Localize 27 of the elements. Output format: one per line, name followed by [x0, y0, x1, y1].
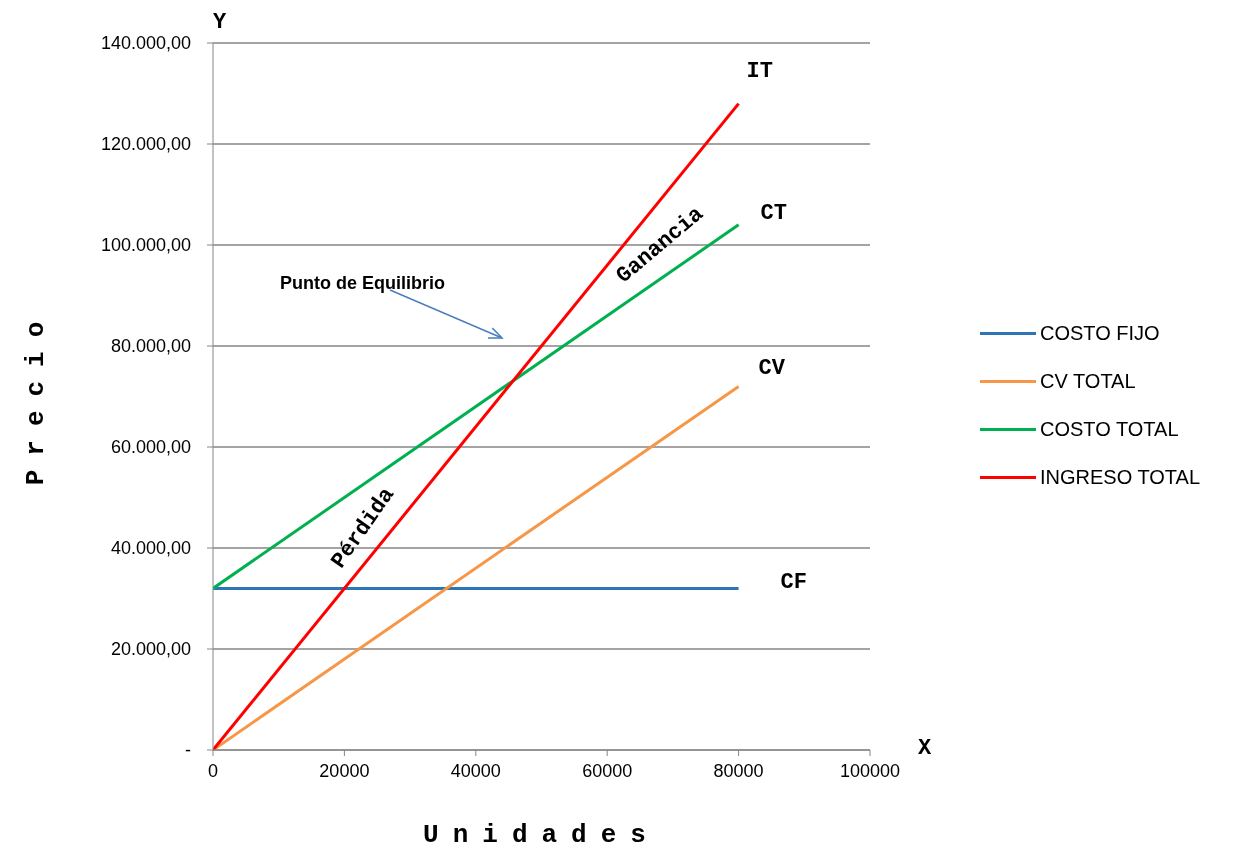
x-tick-label: 100000	[839, 760, 901, 781]
legend-label: COSTO FIJO	[1040, 321, 1160, 345]
legend-label: COSTO TOTAL	[1040, 417, 1179, 441]
y-tick-label: 20.000,00	[110, 639, 191, 660]
y-tick-label: 120.000,00	[100, 134, 191, 155]
x-axis-title: Unidades	[423, 820, 660, 850]
annotation: IT	[746, 59, 774, 85]
y-tick-label: 60.000,00	[110, 437, 191, 458]
x-tick-label: 80000	[713, 760, 764, 781]
y-tick-label: 140.000,00	[100, 33, 191, 54]
y-tick-label: 40.000,00	[110, 538, 191, 559]
text: X	[918, 735, 932, 761]
annotation: CV	[758, 356, 786, 382]
annotation: CT	[760, 200, 788, 226]
x-tick-label: 0	[207, 760, 219, 781]
annotation: Punto de Equilibrio	[280, 272, 445, 293]
y-axis-title: Precio	[20, 307, 51, 486]
y-tick-label: -	[185, 740, 191, 761]
x-tick-label: 40000	[450, 760, 501, 781]
x-tick-label: 20000	[319, 760, 370, 781]
legend-label: INGRESO TOTAL	[1040, 465, 1201, 489]
text: Y	[213, 9, 227, 35]
annotation: CF	[780, 570, 808, 596]
legend-label: CV TOTAL	[1040, 369, 1136, 393]
y-tick-label: 80.000,00	[110, 336, 191, 357]
x-tick-label: 60000	[582, 760, 633, 781]
y-tick-label: 100.000,00	[100, 235, 191, 256]
